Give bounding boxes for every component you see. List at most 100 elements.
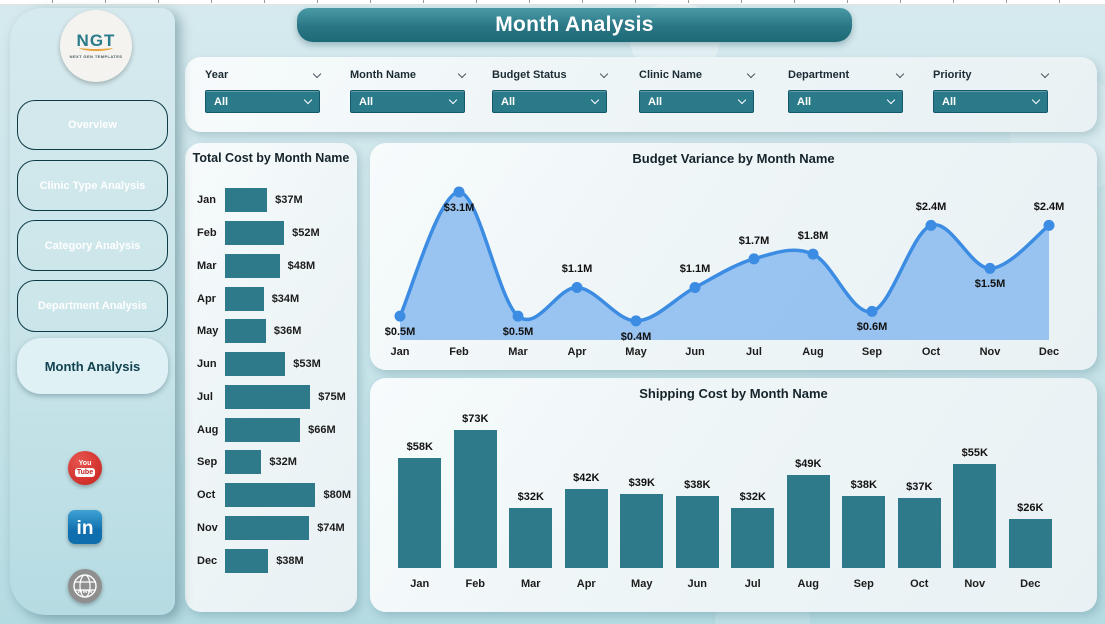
bar[interactable] (225, 417, 301, 442)
filter-label-row[interactable]: Priority (933, 67, 1050, 83)
data-point[interactable] (512, 310, 524, 322)
filter-label-row[interactable]: Department (788, 67, 905, 83)
sidebar-item-clinic-type-analysis[interactable]: Clinic Type Analysis (17, 160, 168, 211)
bar[interactable] (509, 507, 553, 568)
filter-dropdown[interactable]: All (492, 90, 607, 113)
area-fill (400, 192, 1049, 340)
data-point[interactable] (925, 219, 937, 231)
total-cost-row: Feb $52M (197, 217, 351, 250)
filter-dropdown[interactable]: All (639, 90, 754, 113)
category-label: Apr (197, 292, 216, 305)
bar[interactable] (225, 221, 285, 246)
filter-label: Budget Status (492, 69, 567, 81)
total-cost-row: Oct $80M (197, 479, 351, 512)
bar[interactable] (620, 494, 664, 568)
bar[interactable] (675, 496, 719, 568)
bar[interactable] (225, 384, 311, 409)
bar[interactable] (398, 458, 442, 568)
bar[interactable] (953, 464, 997, 568)
filter-dropdown[interactable]: All (788, 90, 903, 113)
bar[interactable] (225, 352, 286, 377)
data-point[interactable] (453, 186, 465, 198)
shipping-cost-column: $73K Feb (448, 400, 504, 590)
point-value-label: $0.6M (856, 321, 888, 334)
data-point[interactable] (984, 262, 996, 274)
bar[interactable] (842, 496, 886, 568)
data-point[interactable] (394, 310, 406, 322)
filter-department: Department All (788, 67, 905, 113)
chevron-down-icon (1040, 69, 1050, 78)
point-value-label: $2.4M (1033, 201, 1065, 214)
filter-dropdown[interactable]: All (933, 90, 1048, 113)
bar-value-label: $55K (961, 447, 988, 459)
bar-value-label: $49K (795, 458, 822, 471)
category-label: Mar (520, 578, 541, 590)
point-value-label: $1.1M (561, 263, 593, 276)
chart-title: Shipping Cost by Month Name (639, 386, 828, 401)
shipping-cost-column: $55K Nov (947, 400, 1003, 590)
category-label: Aug (197, 423, 219, 436)
bar[interactable] (225, 253, 280, 278)
filter-dropdown[interactable]: All (205, 90, 320, 113)
bar[interactable] (225, 450, 262, 475)
chevron-down-icon (599, 69, 609, 78)
bar[interactable] (731, 507, 775, 568)
category-label: Mar (508, 346, 528, 358)
bar[interactable] (225, 515, 310, 540)
data-point[interactable] (689, 281, 701, 293)
bar[interactable] (225, 286, 264, 311)
category-label: Jan (410, 578, 430, 590)
filter-dropdown[interactable]: All (350, 90, 465, 113)
linkedin-icon[interactable]: in (68, 510, 102, 544)
data-point[interactable] (807, 248, 819, 260)
filter-label: Year (205, 69, 229, 81)
data-point[interactable] (630, 315, 642, 327)
point-value-label: $2.4M (915, 201, 947, 214)
chart-title: Budget Variance by Month Name (632, 151, 835, 166)
category-label: Feb (197, 227, 217, 240)
bar[interactable] (786, 475, 830, 568)
bar[interactable] (225, 188, 268, 213)
data-point[interactable] (866, 305, 878, 317)
bar-value-label: $42K (573, 471, 600, 484)
budget-variance-plot: $0.5M Jan $3.1M Feb $0.5M Mar $1.1M Apr $0.4M May… (370, 183, 1097, 370)
bar[interactable] (225, 548, 269, 573)
sidebar-item-overview[interactable]: Overview (17, 100, 168, 150)
point-value-label: $0.5M (502, 326, 534, 339)
category-label: May (197, 325, 219, 338)
bar[interactable] (1008, 518, 1052, 568)
svg-text:www: www (76, 588, 93, 595)
bar-value-label: $74M (317, 521, 345, 534)
bar[interactable] (225, 319, 266, 344)
data-point[interactable] (748, 253, 760, 265)
filter-label-row[interactable]: Month Name (350, 67, 467, 83)
bar[interactable] (564, 488, 608, 568)
sidebar-item-department-analysis[interactable]: Department Analysis (17, 280, 168, 332)
filter-value: All (214, 95, 229, 108)
total-cost-row: Mar $48M (197, 250, 351, 283)
chevron-down-icon (895, 69, 905, 78)
bar[interactable] (897, 498, 941, 568)
bar[interactable] (453, 430, 497, 568)
category-label: Nov (979, 346, 1001, 358)
filter-value: All (797, 95, 812, 108)
youtube-icon[interactable]: You Tube (68, 451, 102, 485)
shipping-cost-column: $39K May (614, 400, 670, 590)
category-label: Sep (861, 346, 883, 358)
globe-icon[interactable]: www (68, 569, 102, 603)
globe-badge: www (68, 569, 102, 603)
total-cost-row: Jul $75M (197, 381, 351, 414)
data-point[interactable] (1043, 219, 1055, 231)
linkedin-in-text: in (76, 518, 94, 539)
sidebar-item-month-analysis[interactable]: Month Analysis (17, 338, 168, 394)
filter-label-row[interactable]: Clinic Name (639, 67, 756, 83)
filter-label-row[interactable]: Year (205, 67, 322, 83)
category-label: Feb (465, 578, 486, 590)
data-point[interactable] (571, 281, 583, 293)
sidebar-item-category-analysis[interactable]: Category Analysis (17, 220, 168, 271)
bar[interactable] (224, 483, 316, 508)
total-cost-row: Apr $34M (197, 282, 351, 315)
filter-label-row[interactable]: Budget Status (492, 67, 609, 83)
nav-label: Category Analysis (44, 239, 141, 252)
total-cost-chart-card: Total Cost by Month Name Jan $37M Feb $52M M… (185, 143, 357, 612)
